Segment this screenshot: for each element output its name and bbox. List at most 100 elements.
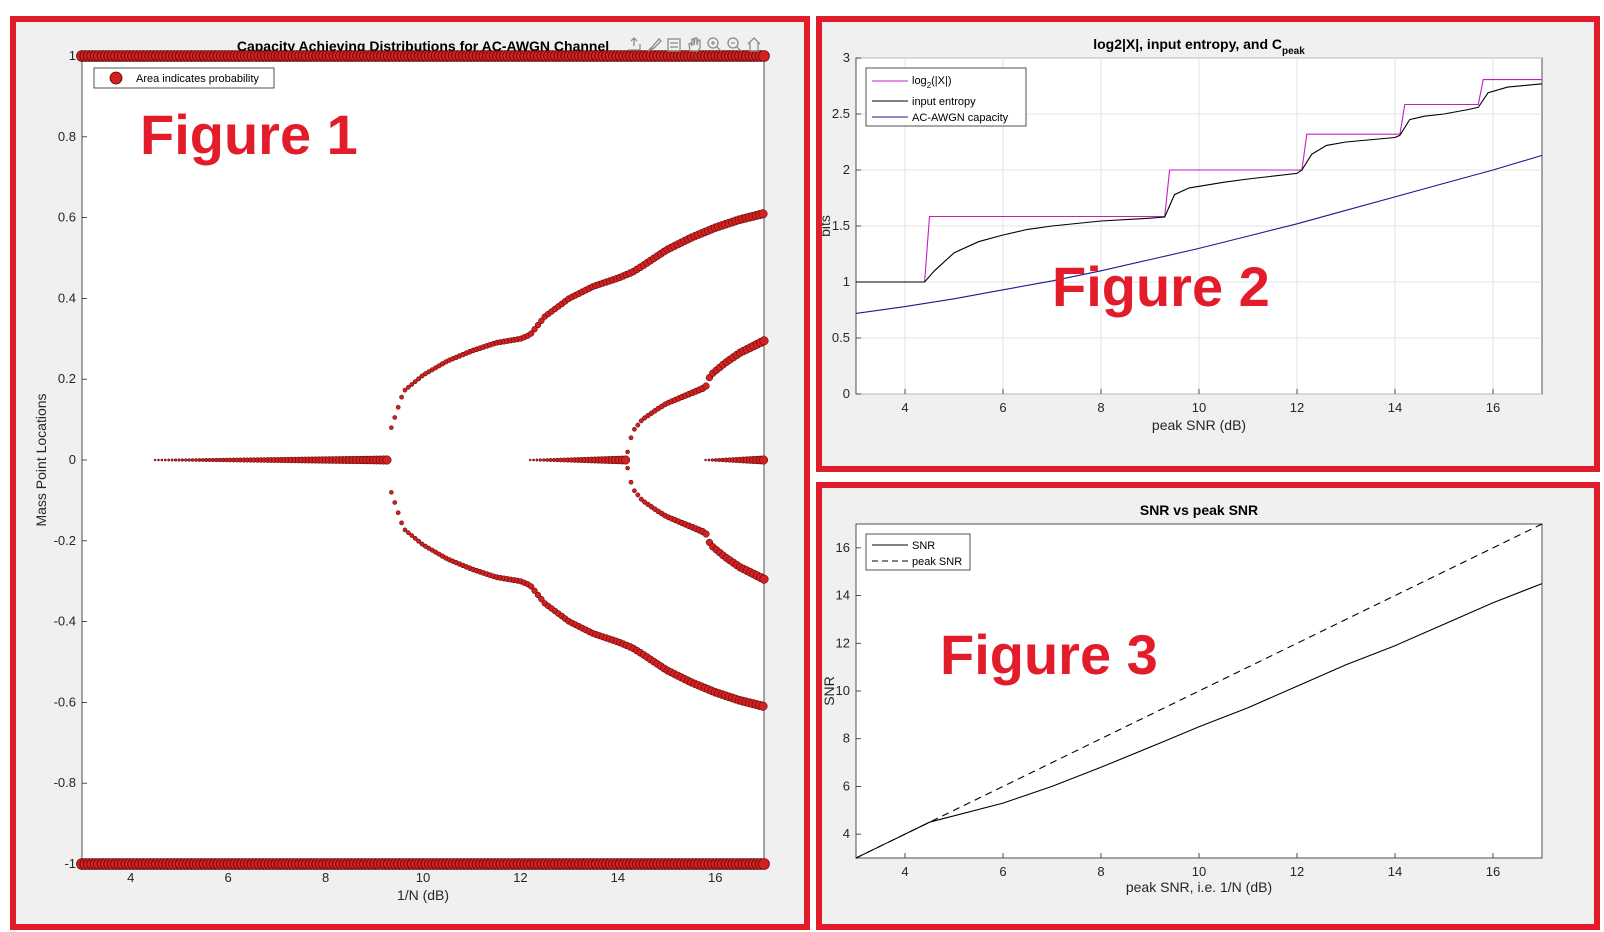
mass-point [412,379,418,385]
mass-point [173,458,178,462]
mass-point [200,458,205,462]
zoom-out-icon[interactable] [727,37,742,52]
series-lines-2 [855,79,1543,314]
mass-point [534,591,542,599]
mass-point [392,500,398,505]
mass-point [392,415,398,420]
mass-point [528,458,532,462]
axis-ticks-3: 4 6 8 10 12 14 16 4 6 8 10 12 14 16 [836,540,1501,879]
mass-point [528,330,535,337]
y-tick-label: 1 [69,48,76,63]
mass-point [412,535,418,541]
x-tick-label: 16 [1486,864,1500,879]
x-tick-label: 12 [1290,400,1304,415]
mass-point [538,458,543,462]
mass-point [531,326,538,333]
y-tick-label: 2 [843,162,850,177]
y-tick-label: 1 [843,274,850,289]
x-tick-label: 14 [1388,864,1402,879]
mass-point [625,465,630,471]
legend-3: SNR peak SNR [865,533,971,571]
mass-point [625,449,630,455]
y-tick-label: -0.2 [54,533,76,548]
mass-point [207,457,212,463]
x-tick-label: 16 [708,870,722,885]
mass-point [628,479,634,485]
mass-point [702,530,710,538]
mass-point [197,458,202,462]
figure-3-label: Figure 3 [940,623,1158,686]
mass-point [204,458,209,462]
mass-point [621,455,631,465]
x-tick-label: 6 [999,400,1006,415]
chart-title-1: Capacity Achieving Distributions for AC-… [237,38,609,54]
mass-point [638,496,644,502]
x-tick-label: 4 [901,400,908,415]
mass-point [628,435,634,441]
mass-point [758,50,770,62]
figure-1-label: Figure 1 [140,103,358,166]
legend-entry-log2: log2(|X|) [912,75,952,90]
y-axis-label-2: bits [822,215,833,237]
x-tick-label: 10 [1192,400,1206,415]
y-tick-label: -0.8 [54,775,76,790]
mass-point [382,455,392,465]
x-tick-label: 4 [901,864,908,879]
mass-point [758,858,770,870]
brush-icon[interactable] [647,38,662,52]
series-line-2 [855,154,1543,314]
x-tick-label: 8 [1097,400,1104,415]
mass-point [758,209,768,219]
mass-point [707,458,711,462]
mass-point [187,458,191,462]
mass-point [163,458,167,462]
mass-point [713,458,718,462]
grid-2 [856,57,1542,395]
y-tick-label: 12 [836,635,850,650]
home-icon[interactable] [747,37,761,52]
y-axis-label-3: SNR [822,676,837,706]
axis-ticks-1: 4 6 8 10 12 14 16 -1 -0.8 -0.6 -0.4 -0.2 0 0.2 0.4 0.6 0… [54,48,723,885]
mass-point [758,455,769,465]
mass-point [180,458,184,462]
chart-title-2: log2|X|, input entropy, and Cpeak [1093,36,1305,57]
mass-point [167,458,171,462]
y-tick-label: 0.5 [832,330,850,345]
mass-point [635,492,641,498]
mass-point [160,458,164,462]
export-icon[interactable] [628,37,641,51]
mass-point [399,520,404,526]
mass-point [177,458,181,462]
x-tick-label: 10 [1192,864,1206,879]
y-tick-label: 1.5 [832,218,850,233]
y-tick-label: 10 [836,683,850,698]
figure-2-panel: log2|X|, input entropy, and Cpeak 4 6 8 10 1… [816,16,1600,472]
x-tick-label: 6 [999,864,1006,879]
scatter-marks-1 [76,50,770,870]
mass-point [409,533,415,538]
mass-point [170,458,174,462]
x-tick-label: 8 [322,870,329,885]
series-line-1 [856,83,1543,283]
pan-icon[interactable] [688,37,701,52]
legend-1: Area indicates probability [93,67,275,89]
mass-point [632,426,637,432]
x-axis-label-3: peak SNR, i.e. 1/N (dB) [1126,879,1272,895]
figure-toolbar [628,37,761,52]
x-tick-label: 6 [225,870,232,885]
axis-ticks-2: 4 6 8 10 12 14 16 0 0.5 1 1.5 2 2.5 3 [832,50,1500,415]
y-tick-label: -0.6 [54,694,76,709]
mass-point [409,382,415,387]
x-tick-label: 12 [1290,864,1304,879]
mass-point [710,458,715,462]
mass-point [416,538,422,544]
mass-point [545,458,550,462]
figure-2-plot: log2|X|, input entropy, and Cpeak 4 6 8 10 1… [822,36,1543,433]
mass-point [635,422,641,428]
x-tick-label: 14 [1388,400,1402,415]
legend-2: log2(|X|) input entropy AC-AWGN capacity [865,67,1027,127]
zoom-in-icon[interactable] [707,37,722,52]
datatip-icon[interactable] [667,38,681,52]
mass-point [406,384,411,390]
mass-point [758,701,768,711]
